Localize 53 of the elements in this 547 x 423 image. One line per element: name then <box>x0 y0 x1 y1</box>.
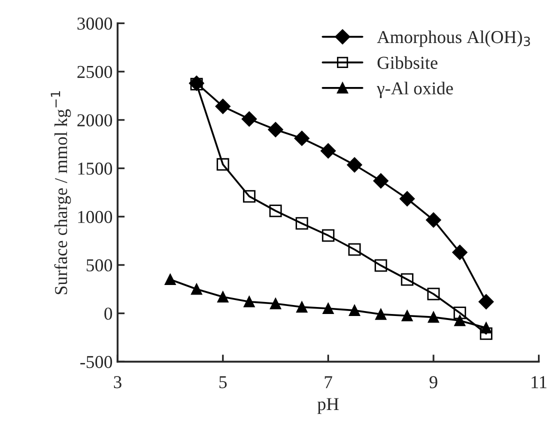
point <box>400 191 415 206</box>
x-axis-title: pH <box>317 398 339 414</box>
point <box>400 273 414 286</box>
legend-label: Amorphous Al(OH)$_{3}$ <box>377 30 530 47</box>
legend-label: γ-Al oxide <box>376 82 453 98</box>
x-tick-label: 3 <box>114 376 122 388</box>
point <box>270 298 282 310</box>
point <box>217 291 228 302</box>
point <box>348 304 360 316</box>
y-tick-label: 0 <box>104 308 112 320</box>
point <box>478 294 494 310</box>
point <box>480 322 492 334</box>
point <box>348 243 361 256</box>
point <box>322 302 334 314</box>
point <box>480 327 492 340</box>
point <box>402 310 413 322</box>
point <box>454 315 466 326</box>
y-tick-label: 2500 <box>77 66 112 78</box>
point <box>374 259 388 272</box>
point <box>452 244 468 260</box>
x-tick-label: 11 <box>532 376 546 388</box>
point <box>215 98 230 114</box>
point <box>426 212 442 228</box>
legend-label: Gibbsite <box>378 56 438 69</box>
x-tick-label: 5 <box>219 376 227 388</box>
point <box>428 312 440 323</box>
x-tick-label: 7 <box>324 376 332 388</box>
y-tick-label: 1000 <box>78 210 112 224</box>
point <box>242 190 256 203</box>
y-axis-title: Surface charge / mmol kg$^{−1}$ <box>50 91 71 294</box>
y-tick-label: 3000 <box>77 18 112 30</box>
point <box>296 301 308 313</box>
y-tick-label: 500 <box>86 259 112 272</box>
point <box>320 143 336 158</box>
point <box>164 274 176 286</box>
point <box>296 217 308 230</box>
point <box>375 308 386 320</box>
point <box>346 157 362 172</box>
point <box>322 229 334 242</box>
point <box>373 173 388 188</box>
point <box>242 111 257 127</box>
y-tick-label: 1500 <box>78 162 112 175</box>
point <box>191 284 202 295</box>
point <box>454 306 466 320</box>
point <box>216 158 230 171</box>
point <box>268 122 284 138</box>
x-tick-label: 9 <box>430 376 438 388</box>
y-tick-label: 2000 <box>77 114 112 126</box>
point <box>244 296 255 308</box>
y-tick-label: -500 <box>80 356 112 368</box>
point <box>269 204 282 218</box>
point <box>294 130 310 146</box>
point <box>427 288 440 300</box>
